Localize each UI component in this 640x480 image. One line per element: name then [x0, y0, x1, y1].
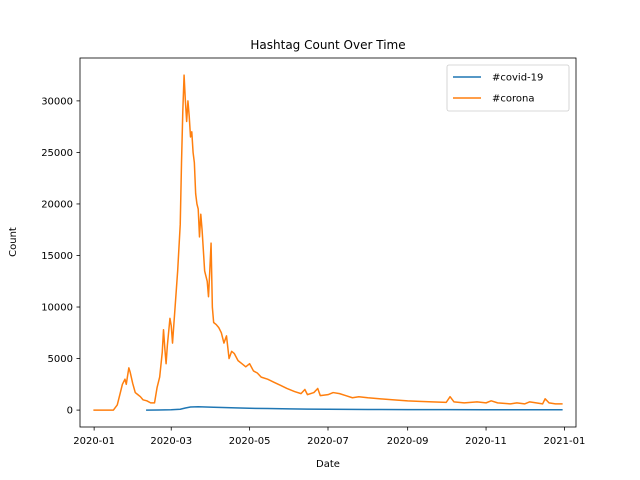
series-line-corona — [93, 74, 563, 411]
y-axis-label: Count — [8, 227, 19, 257]
x-tick-label: 2020-11 — [465, 436, 507, 447]
y-tick-label: 0 — [67, 406, 73, 417]
y-tick-label: 15000 — [41, 251, 73, 262]
chart-title: Hashtag Count Over Time — [250, 38, 405, 52]
y-tick-label: 5000 — [48, 354, 73, 365]
y-axis-ticks: 0 5000 10000 15000 20000 25000 30000 — [41, 96, 80, 417]
series-line-covid-19 — [146, 406, 563, 411]
plot-frame — [79, 57, 577, 428]
x-tick-label: 2020-05 — [229, 436, 271, 447]
plot-series — [93, 74, 563, 411]
legend: #covid-19 #corona — [446, 64, 570, 112]
y-tick-label: 25000 — [41, 148, 73, 159]
y-tick-label: 10000 — [41, 303, 73, 314]
y-tick-label: 20000 — [41, 199, 73, 210]
legend-label: #covid-19 — [492, 73, 543, 84]
x-tick-label: 2020-03 — [150, 436, 192, 447]
x-tick-label: 2020-07 — [307, 436, 349, 447]
x-tick-label: 2020-09 — [387, 436, 429, 447]
y-tick-label: 30000 — [41, 96, 73, 107]
x-axis-label: Date — [316, 459, 340, 470]
x-axis-ticks: 2020-01 2020-03 2020-05 2020-07 2020-09 2020-… — [73, 427, 585, 447]
x-tick-label: 2021-01 — [544, 436, 586, 447]
x-tick-label: 2020-01 — [73, 436, 115, 447]
legend-label: #corona — [492, 94, 534, 105]
legend-items: #covid-19 #corona — [453, 73, 543, 105]
